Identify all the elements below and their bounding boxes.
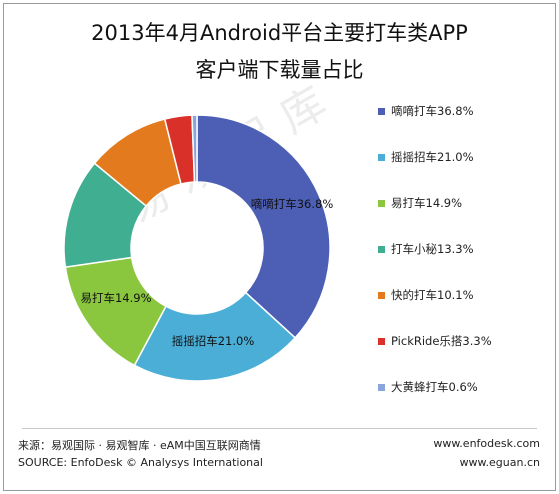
legend-item-6: 大黄蜂打车0.6% <box>378 379 478 395</box>
legend-swatch-1 <box>378 153 385 161</box>
legend-label-2: 易打车14.9% <box>391 196 463 210</box>
source-en: SOURCE: EnfoDesk © Analysys Internationa… <box>18 456 263 469</box>
slice-label-2: 易打车14.9% <box>80 291 151 305</box>
legend-item-1: 摇摇招车21.0% <box>378 149 474 165</box>
legend-label-1: 摇摇招车21.0% <box>391 150 474 164</box>
chart-title-line2: 客户端下载量占比 <box>195 58 364 82</box>
legend-label-5: PickRide乐搭3.3% <box>391 334 492 348</box>
legend-label-3: 打车小秘13.3% <box>391 242 474 256</box>
legend-swatch-0 <box>378 107 385 115</box>
legend-label-6: 大黄蜂打车0.6% <box>391 380 478 394</box>
slice-0 <box>196 114 331 339</box>
legend-label-4: 快的打车10.1% <box>391 288 474 302</box>
legend-label-0: 嘀嘀打车36.8% <box>391 104 474 118</box>
slice-6 <box>191 114 198 183</box>
legend-swatch-3 <box>378 245 385 253</box>
legend-item-3: 打车小秘13.3% <box>378 241 474 257</box>
source-cn: 来源：易观国际 · 易观智库 · eAM中国互联网商情 <box>18 439 261 452</box>
legend-item-2: 易打车14.9% <box>378 195 462 211</box>
slice-label-0: 嘀嘀打车36.8% <box>251 197 334 211</box>
url-eguan: www.eguan.cn <box>459 456 540 469</box>
legend-item-4: 快的打车10.1% <box>378 287 474 303</box>
legend-swatch-6 <box>378 383 385 391</box>
slice-1 <box>133 291 297 382</box>
slice-label-1: 摇摇招车21.0% <box>172 334 255 348</box>
chart-title-line1: 2013年4月Android平台主要打车类APP <box>91 21 468 45</box>
url-enfodesk: www.enfodesk.com <box>433 437 540 450</box>
legend-item-0: 嘀嘀打车36.8% <box>378 103 474 119</box>
legend-swatch-2 <box>378 199 385 207</box>
legend-swatch-4 <box>378 291 385 299</box>
footer-divider <box>22 428 537 429</box>
legend-swatch-5 <box>378 337 385 345</box>
legend-item-5: PickRide乐搭3.3% <box>378 333 492 349</box>
